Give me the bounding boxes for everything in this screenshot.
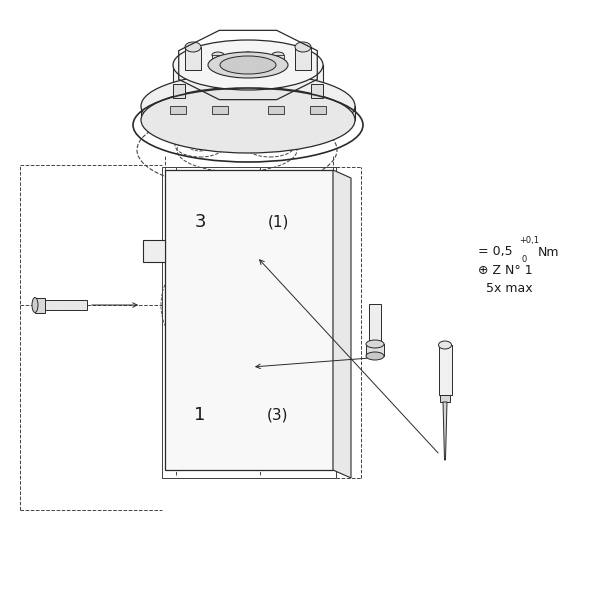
Polygon shape	[366, 344, 384, 356]
Text: Nm: Nm	[538, 245, 560, 259]
Polygon shape	[440, 395, 449, 402]
Ellipse shape	[141, 73, 355, 139]
Text: +0,1: +0,1	[519, 236, 539, 245]
Ellipse shape	[272, 52, 284, 58]
Polygon shape	[35, 298, 45, 313]
Polygon shape	[439, 345, 452, 395]
Polygon shape	[212, 106, 228, 114]
Ellipse shape	[173, 40, 323, 90]
Ellipse shape	[173, 81, 323, 131]
Polygon shape	[242, 55, 254, 65]
Ellipse shape	[212, 52, 224, 58]
Polygon shape	[173, 84, 185, 98]
Ellipse shape	[242, 52, 254, 58]
Ellipse shape	[32, 298, 38, 313]
Text: (3): (3)	[267, 407, 289, 422]
Polygon shape	[443, 402, 447, 460]
Text: 0: 0	[521, 255, 526, 264]
Polygon shape	[311, 84, 323, 98]
Text: 3: 3	[194, 213, 206, 231]
Text: 5x max: 5x max	[486, 281, 533, 295]
Polygon shape	[310, 106, 326, 114]
Polygon shape	[170, 106, 186, 114]
Ellipse shape	[295, 42, 311, 52]
Ellipse shape	[185, 42, 201, 52]
Text: 1: 1	[194, 406, 206, 424]
Ellipse shape	[208, 52, 288, 78]
Text: (1): (1)	[268, 214, 289, 229]
Polygon shape	[165, 170, 333, 470]
Polygon shape	[141, 106, 355, 120]
Polygon shape	[173, 65, 323, 106]
Text: ⊕ Z N° 1: ⊕ Z N° 1	[478, 263, 533, 277]
Polygon shape	[268, 106, 284, 114]
Polygon shape	[369, 304, 381, 344]
Polygon shape	[333, 170, 351, 478]
Polygon shape	[185, 47, 201, 70]
Polygon shape	[295, 47, 311, 70]
Polygon shape	[143, 240, 165, 262]
Polygon shape	[212, 55, 224, 65]
Polygon shape	[45, 300, 87, 310]
Ellipse shape	[366, 340, 384, 348]
Ellipse shape	[439, 341, 452, 349]
Ellipse shape	[366, 352, 384, 360]
Text: = 0,5: = 0,5	[478, 245, 512, 259]
Polygon shape	[272, 55, 284, 65]
Ellipse shape	[220, 56, 276, 74]
Ellipse shape	[141, 87, 355, 153]
